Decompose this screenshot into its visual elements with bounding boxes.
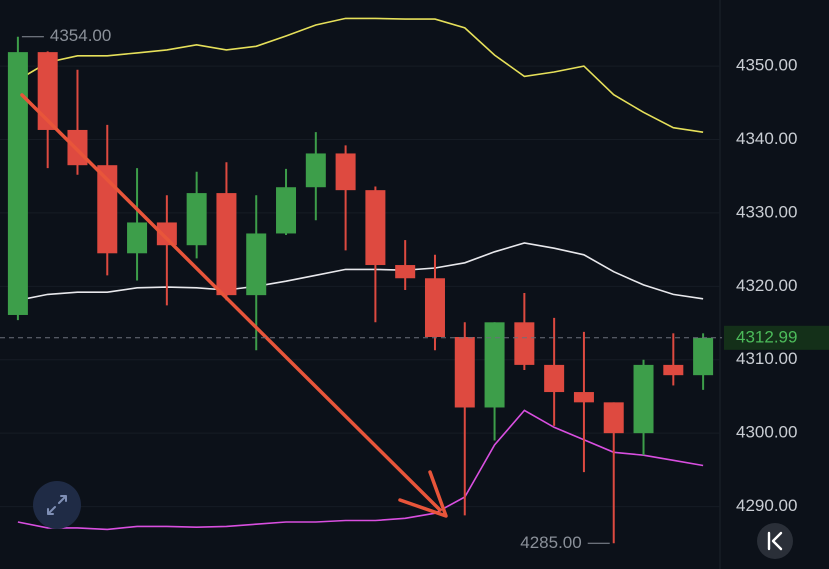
- y-tick-label: 4310.00: [736, 349, 797, 368]
- high-marker-label: 4354.00: [50, 26, 111, 45]
- candle-body: [67, 129, 88, 166]
- candle-body: [454, 336, 475, 408]
- candle-body: [663, 364, 684, 376]
- candle-body: [424, 278, 445, 337]
- candle-body: [216, 193, 237, 296]
- trend-arrow: [20, 93, 448, 518]
- candle-body: [186, 193, 207, 246]
- candle-body: [514, 322, 535, 365]
- expand-button-bg[interactable]: [33, 481, 81, 529]
- arrow-line: [20, 93, 442, 512]
- band-line: [17, 17, 704, 133]
- last-price-label: 4312.99: [736, 327, 797, 346]
- y-tick-label: 4290.00: [736, 496, 797, 515]
- candle-body: [484, 322, 505, 408]
- candle-body: [603, 402, 624, 434]
- candle-body: [37, 52, 58, 130]
- expand-button[interactable]: [33, 481, 81, 529]
- low-marker-label: 4285.00: [520, 533, 581, 552]
- candle-body: [633, 364, 654, 434]
- bands: [17, 17, 704, 531]
- candle-body: [693, 337, 714, 376]
- grid: [0, 65, 720, 508]
- candle-body: [156, 222, 177, 246]
- overlay: 4350.00 4340.00 4330.00 4320.00 4310.00 4300.…: [0, 26, 829, 552]
- expand-icon: [47, 495, 67, 515]
- candle-body: [305, 153, 326, 188]
- candle-body: [544, 364, 565, 393]
- candle-body: [7, 52, 28, 315]
- candle-body: [573, 392, 594, 403]
- band-line: [17, 242, 704, 302]
- candle-body: [276, 187, 297, 234]
- candle-body: [127, 222, 148, 254]
- y-tick-label: 4330.00: [736, 202, 797, 221]
- scroll-to-latest-button[interactable]: [757, 523, 793, 559]
- y-tick-label: 4300.00: [736, 423, 797, 442]
- candle-body: [97, 165, 118, 254]
- band-line: [17, 409, 704, 531]
- candle-body: [335, 153, 356, 191]
- y-tick-label: 4350.00: [736, 56, 797, 75]
- y-tick-label: 4320.00: [736, 276, 797, 295]
- candles: [7, 36, 714, 544]
- y-tick-label: 4340.00: [736, 129, 797, 148]
- scroll-icon: [767, 531, 783, 551]
- scroll-button-bg[interactable]: [757, 523, 793, 559]
- last-price-box: [724, 325, 829, 350]
- arrow-head: [398, 470, 448, 518]
- candle-body: [246, 233, 267, 296]
- candle-body: [395, 265, 416, 279]
- candle-body: [365, 190, 386, 266]
